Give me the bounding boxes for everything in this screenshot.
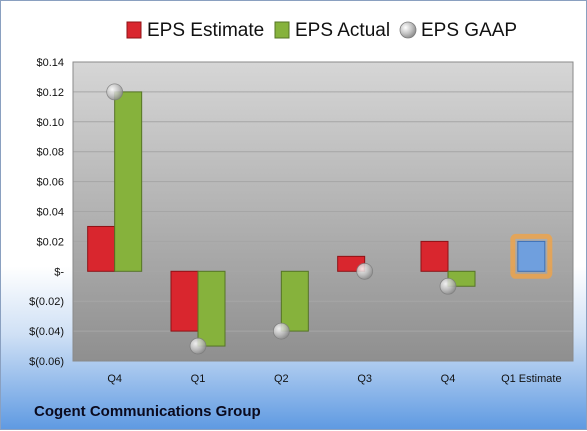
marker-eps-gaap bbox=[356, 262, 374, 280]
bar-eps-actual bbox=[280, 270, 309, 332]
y-tick-label: $0.12 bbox=[36, 87, 64, 99]
legend-label: EPS Estimate bbox=[147, 20, 264, 41]
y-tick-label: $(0.02) bbox=[29, 296, 64, 308]
legend-item: EPS Actual bbox=[274, 20, 390, 41]
legend-item: EPS Estimate bbox=[126, 20, 264, 41]
y-tick-label: $(0.06) bbox=[29, 356, 64, 368]
bar-eps-estimate bbox=[517, 240, 546, 272]
bar-eps-actual bbox=[114, 91, 143, 272]
bar-eps-actual bbox=[197, 270, 226, 347]
marker-eps-gaap bbox=[439, 277, 457, 295]
x-tick-label: Q3 bbox=[357, 373, 372, 385]
y-tick-label: $0.14 bbox=[36, 57, 64, 69]
x-tick-label: Q1 Estimate bbox=[501, 373, 562, 385]
estimate-highlight bbox=[510, 233, 553, 279]
legend-item: EPS GAAP bbox=[399, 20, 517, 41]
marker-eps-gaap bbox=[106, 83, 124, 101]
y-tick-label: $- bbox=[54, 266, 64, 278]
legend-label: EPS Actual bbox=[295, 20, 390, 41]
x-tick-label: Q4 bbox=[441, 373, 456, 385]
bar-eps-estimate bbox=[420, 240, 449, 272]
x-tick-label: Q4 bbox=[107, 373, 122, 385]
marker-eps-gaap bbox=[189, 337, 207, 355]
marker-eps-gaap bbox=[272, 322, 290, 340]
y-tick-label: $0.08 bbox=[36, 147, 64, 159]
y-tick-label: $0.04 bbox=[36, 207, 64, 219]
x-tick-label: Q1 bbox=[191, 373, 206, 385]
bar-eps-estimate bbox=[170, 270, 199, 332]
y-tick-label: $0.10 bbox=[36, 117, 64, 129]
bar-eps-estimate bbox=[87, 225, 116, 272]
company-name: Cogent Communications Group bbox=[34, 403, 261, 420]
plot-area: $0.14 $0.12 $0.10 $0.08 $0.06 $0.04 $0.02 $- $(0… bbox=[29, 57, 574, 385]
y-tick-label: $(0.04) bbox=[29, 326, 64, 338]
legend: EPS Estimate EPS Actual EPS GAAP bbox=[126, 20, 517, 41]
legend-label: EPS GAAP bbox=[421, 20, 517, 41]
plot-border bbox=[72, 61, 574, 362]
legend-swatch bbox=[274, 21, 290, 39]
y-tick-label: $0.06 bbox=[36, 177, 64, 189]
legend-swatch bbox=[399, 21, 417, 39]
y-tick-label: $0.02 bbox=[36, 236, 64, 248]
legend-swatch bbox=[126, 21, 142, 39]
x-tick-label: Q2 bbox=[274, 373, 289, 385]
